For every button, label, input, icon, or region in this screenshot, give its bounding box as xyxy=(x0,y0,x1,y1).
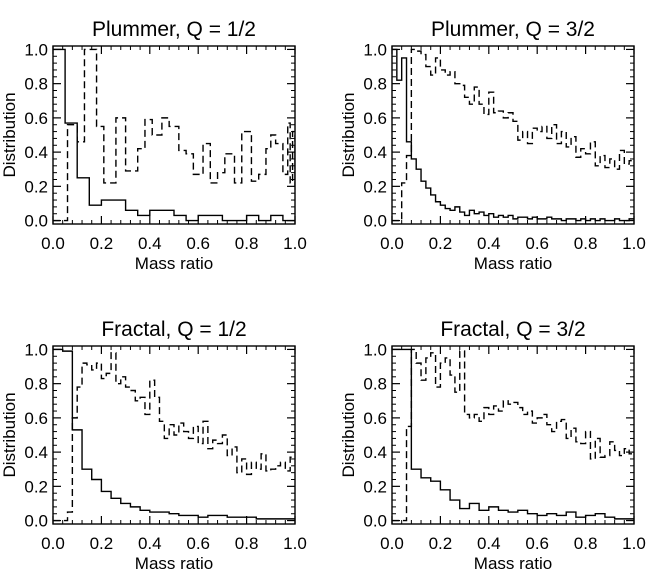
y-tick-label: 0.8 xyxy=(24,375,48,394)
x-tick-label: 1.0 xyxy=(283,534,307,553)
y-tick-label: 0.2 xyxy=(363,477,387,496)
plot-frame xyxy=(52,45,296,225)
y-tick-label: 0.6 xyxy=(363,409,387,428)
panel-1: Plummer, Q = 1/2 0.0 0.2 0.4 0.6 0.8 1.0 0.0 0.2… xyxy=(0,18,307,273)
y-tick-label: 0.0 xyxy=(363,512,387,531)
plot-frame xyxy=(52,345,296,525)
x-tick-label: 0.2 xyxy=(90,234,114,253)
y-tick-label: 0.2 xyxy=(363,177,387,196)
y-tick-label: 0.4 xyxy=(24,143,48,162)
x-tick-label: 0.4 xyxy=(138,234,162,253)
y-tick-label: 1.0 xyxy=(363,40,387,59)
y-tick-label: 0.2 xyxy=(24,477,48,496)
x-tick-label: 0.8 xyxy=(574,234,598,253)
y-tick-label: 0.8 xyxy=(24,75,48,94)
x-tick-label: 1.0 xyxy=(622,234,646,253)
y-tick-label: 0.6 xyxy=(363,109,387,128)
plot-frame xyxy=(391,45,635,225)
panel-title: Fractal, Q = 1/2 xyxy=(101,318,246,341)
plot-frame xyxy=(391,345,635,525)
x-tick-label: 0.2 xyxy=(429,534,453,553)
y-tick-label: 0.6 xyxy=(24,109,48,128)
x-tick-label: 0.4 xyxy=(138,534,162,553)
y-axis-label: Distribution xyxy=(0,392,19,477)
y-axis-label: Distribution xyxy=(0,92,19,177)
y-tick-label: 0.4 xyxy=(363,443,387,462)
series-solid-line xyxy=(53,348,295,520)
x-tick-label: 0.2 xyxy=(90,534,114,553)
x-tick-label: 0.0 xyxy=(41,234,65,253)
y-tick-label: 0.4 xyxy=(363,143,387,162)
x-axis-label: Mass ratio xyxy=(135,554,213,573)
series-dashed-line xyxy=(53,48,295,222)
y-tick-label: 1.0 xyxy=(363,340,387,359)
series-dashed-line xyxy=(392,48,634,222)
series-solid-line xyxy=(392,48,634,222)
y-tick-label: 0.8 xyxy=(363,375,387,394)
x-tick-label: 1.0 xyxy=(622,534,646,553)
panel-title: Plummer, Q = 1/2 xyxy=(92,18,256,41)
x-axis-label: Mass ratio xyxy=(135,254,213,273)
x-tick-label: 0.6 xyxy=(186,234,210,253)
y-tick-label: 1.0 xyxy=(24,40,48,59)
series-dashed-line xyxy=(392,348,634,522)
panel-2: Plummer, Q = 3/2 0.0 0.2 0.4 0.6 0.8 1.0 0.0 0.2… xyxy=(339,18,646,273)
x-tick-label: 0.0 xyxy=(380,534,404,553)
x-axis-label: Mass ratio xyxy=(474,254,552,273)
y-tick-label: 0.0 xyxy=(363,212,387,231)
y-tick-label: 0.0 xyxy=(24,512,48,531)
y-tick-label: 0.6 xyxy=(24,409,48,428)
panel-4: Fractal, Q = 3/2 0.0 0.2 0.4 0.6 0.8 1.0 0.0 0.2… xyxy=(339,318,646,573)
x-tick-label: 0.0 xyxy=(380,234,404,253)
y-tick-label: 0.8 xyxy=(363,75,387,94)
series-dashed-line xyxy=(53,352,295,522)
x-tick-label: 0.6 xyxy=(186,534,210,553)
x-tick-label: 0.6 xyxy=(525,234,549,253)
x-tick-label: 0.0 xyxy=(41,534,65,553)
x-tick-label: 0.8 xyxy=(574,534,598,553)
y-tick-label: 0.2 xyxy=(24,177,48,196)
x-tick-label: 0.8 xyxy=(235,534,259,553)
x-tick-label: 0.4 xyxy=(477,534,501,553)
x-tick-label: 0.6 xyxy=(525,534,549,553)
x-tick-label: 0.8 xyxy=(235,234,259,253)
x-axis-label: Mass ratio xyxy=(474,554,552,573)
y-tick-label: 0.0 xyxy=(24,212,48,231)
panel-title: Fractal, Q = 3/2 xyxy=(440,318,585,341)
y-tick-label: 0.4 xyxy=(24,443,48,462)
y-tick-label: 1.0 xyxy=(24,340,48,359)
y-axis-label: Distribution xyxy=(339,392,358,477)
panel-title: Plummer, Q = 3/2 xyxy=(431,18,595,41)
x-tick-label: 0.2 xyxy=(429,234,453,253)
x-tick-label: 1.0 xyxy=(283,234,307,253)
series-solid-line xyxy=(53,48,295,222)
x-tick-label: 0.4 xyxy=(477,234,501,253)
series-solid-line xyxy=(392,348,634,520)
panel-3: Fractal, Q = 1/2 0.0 0.2 0.4 0.6 0.8 1.0 0.0 0.2… xyxy=(0,318,307,573)
y-axis-label: Distribution xyxy=(339,92,358,177)
